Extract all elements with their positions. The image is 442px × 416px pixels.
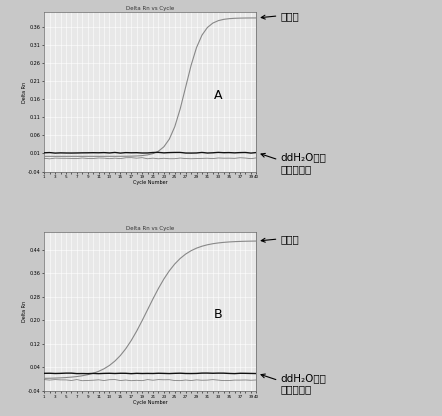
Y-axis label: Delta Rn: Delta Rn (22, 82, 27, 103)
Y-axis label: Delta Rn: Delta Rn (22, 301, 27, 322)
X-axis label: Cycle Number: Cycle Number (133, 400, 168, 405)
Text: ddH₂O，兔
毛、绵羊毛: ddH₂O，兔 毛、绵羊毛 (281, 373, 327, 394)
Title: Delta Rn vs Cycle: Delta Rn vs Cycle (126, 226, 175, 231)
Text: 绵羊毛: 绵羊毛 (281, 11, 299, 21)
Text: A: A (214, 89, 222, 102)
Text: ddH₂O，兔
毛、山羊绒: ddH₂O，兔 毛、山羊绒 (281, 152, 327, 174)
Title: Delta Rn vs Cycle: Delta Rn vs Cycle (126, 6, 175, 11)
X-axis label: Cycle Number: Cycle Number (133, 181, 168, 186)
Text: B: B (214, 308, 223, 321)
Text: 山羊绒: 山羊绒 (281, 234, 299, 244)
